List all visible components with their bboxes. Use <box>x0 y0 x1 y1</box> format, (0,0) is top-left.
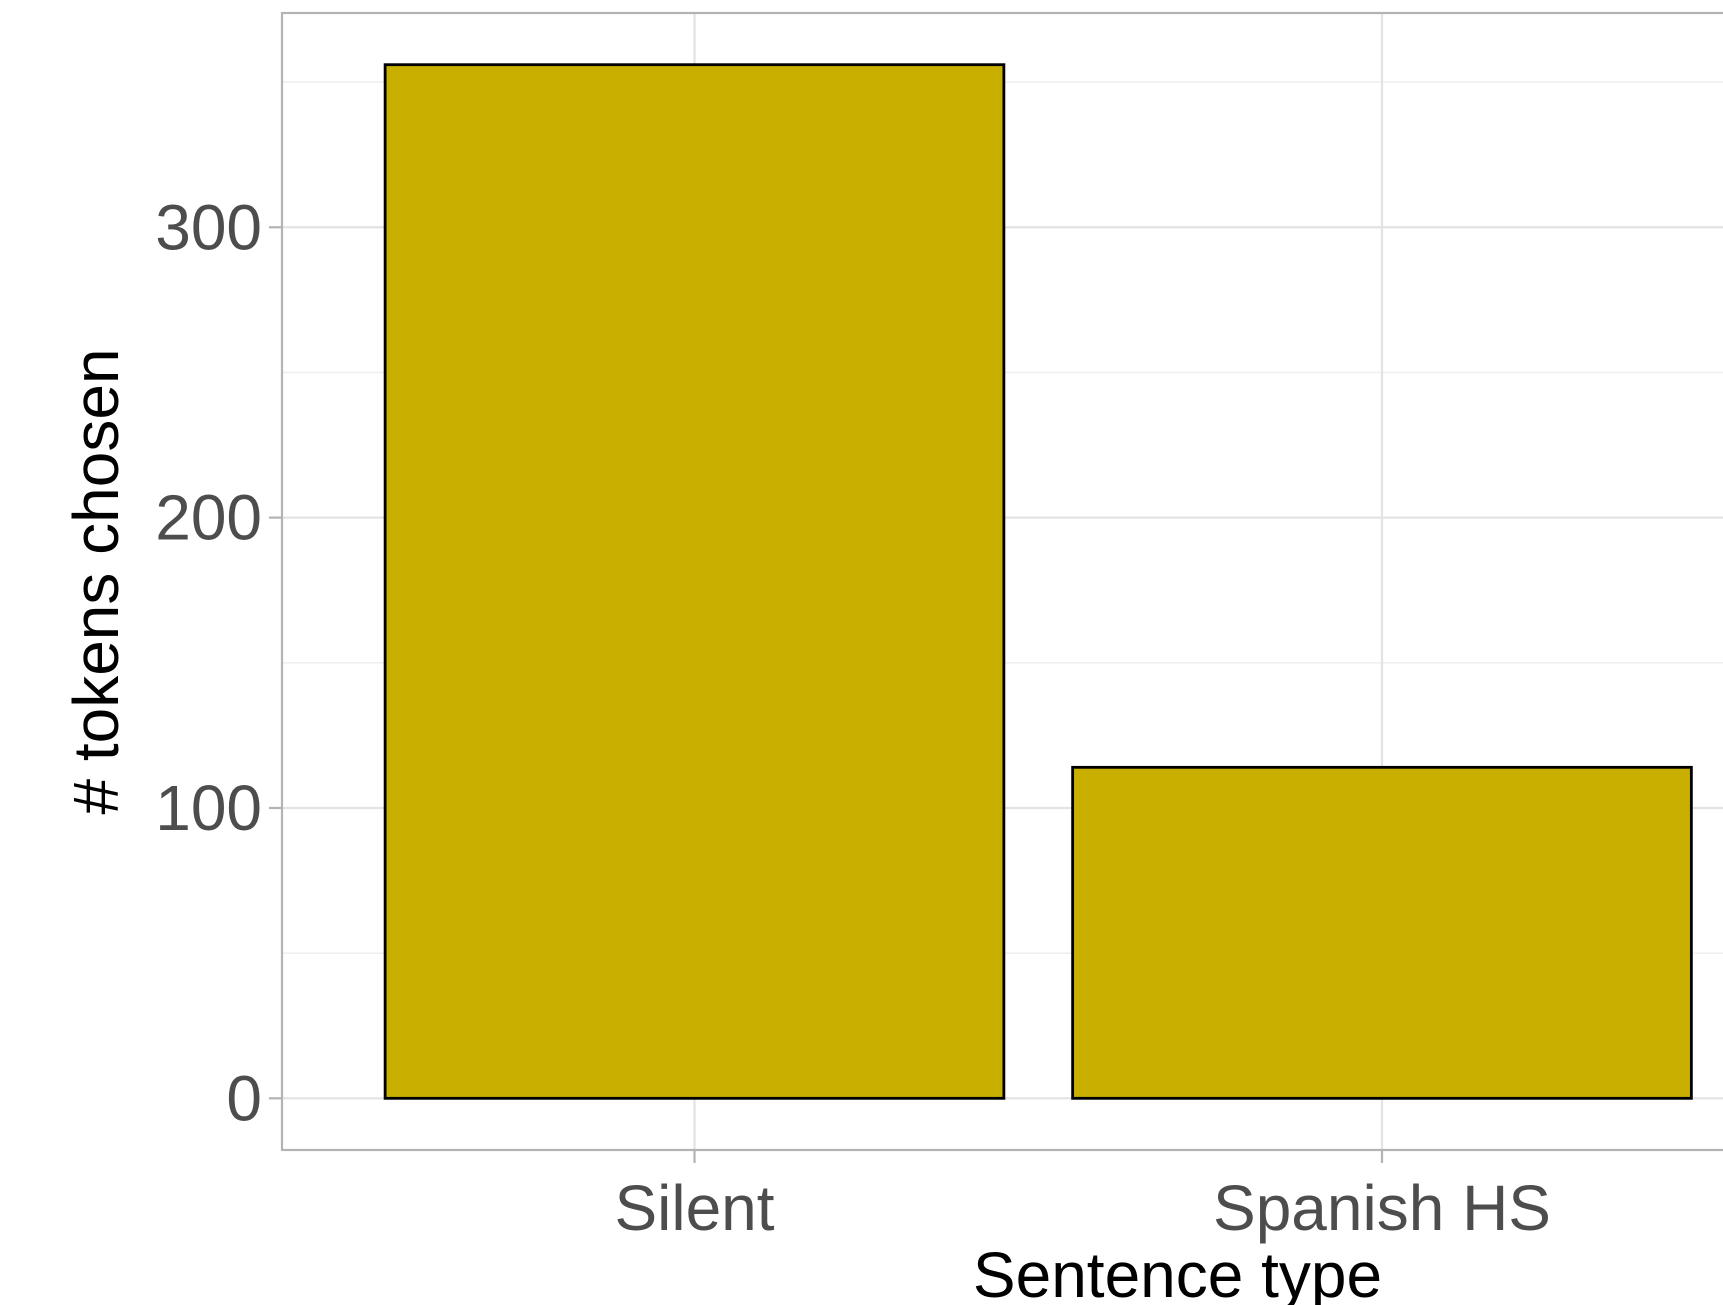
bars <box>383 63 1693 1100</box>
y-tick-labels: 0 100 200 300 <box>155 191 262 1134</box>
x-axis-title: Sentence type <box>973 1239 1382 1305</box>
x-tick-label: Spanish HS <box>1213 1172 1551 1244</box>
y-tick-label: 300 <box>155 191 262 263</box>
y-axis-title: # tokens chosen <box>60 348 132 814</box>
y-tick-label: 0 <box>226 1062 262 1134</box>
bar-spanish-hs <box>1071 765 1693 1100</box>
y-tick-label: 100 <box>155 772 262 844</box>
tick-marks <box>269 226 1384 1163</box>
y-tick-label: 200 <box>155 482 262 554</box>
x-tick-labels: Silent Spanish HS <box>614 1172 1551 1244</box>
bar-silent <box>383 63 1006 1100</box>
plot-panel-border <box>280 11 1723 1152</box>
x-tick-label: Silent <box>614 1172 774 1244</box>
